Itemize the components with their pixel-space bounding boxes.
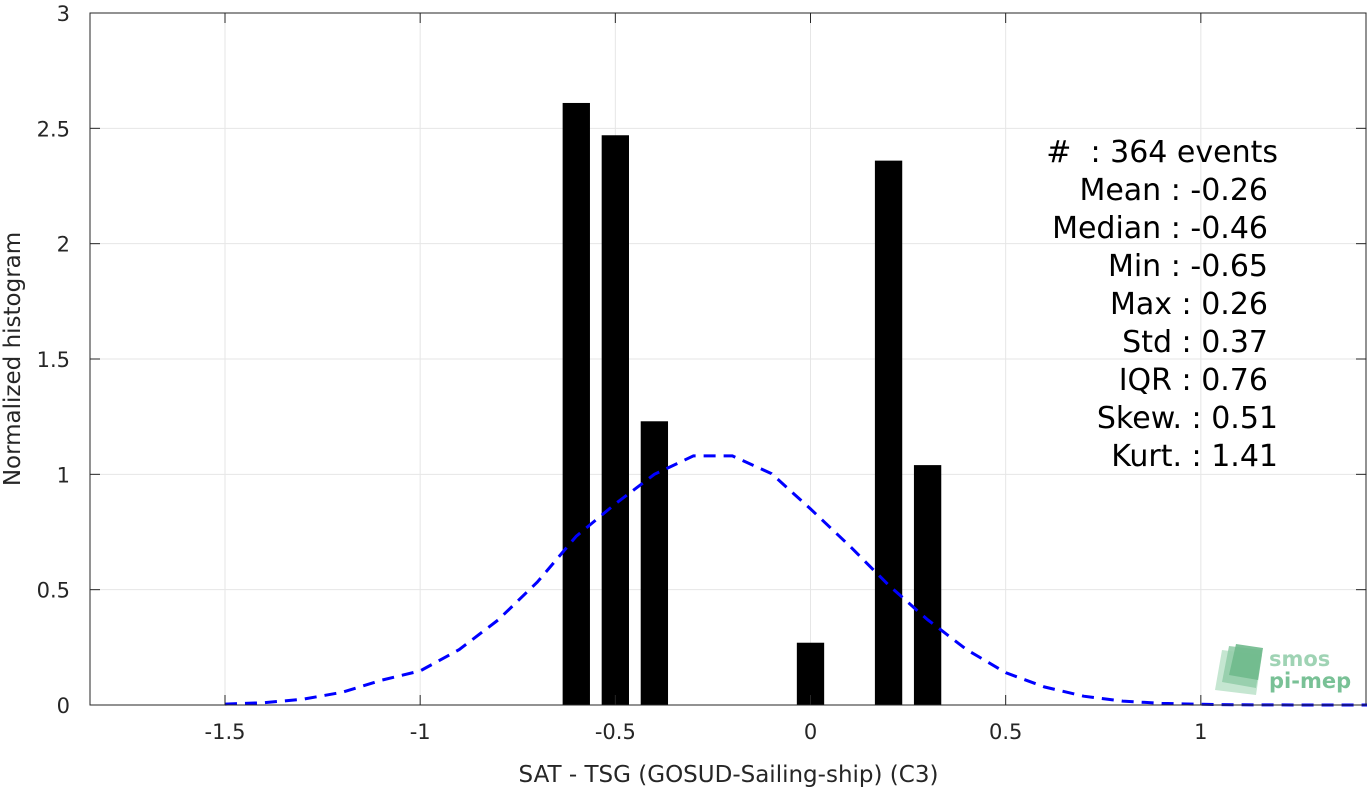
logo-text-smos: smos xyxy=(1269,647,1330,671)
x-tick-label: -1 xyxy=(410,720,431,744)
stats-line: Min : -0.65 xyxy=(1108,249,1268,284)
stats-line: IQR : 0.76 xyxy=(1119,363,1268,398)
y-axis-label: Normalized histogram xyxy=(0,232,26,486)
histogram-bar xyxy=(562,102,590,705)
x-tick-label: -1.5 xyxy=(205,720,246,744)
y-tick-label: 0.5 xyxy=(37,579,70,603)
histogram-bar xyxy=(601,135,629,706)
y-axis-ticks: 0 0.5 1 1.5 2 2.5 3 xyxy=(37,2,1366,718)
y-tick-label: 2 xyxy=(57,233,70,257)
stats-line: Kurt. : 1.41 xyxy=(1111,439,1278,474)
histogram-bar xyxy=(796,642,825,705)
x-tick-label: 0 xyxy=(804,720,817,744)
x-axis-label: SAT - TSG (GOSUD-Sailing-ship) (C3) xyxy=(519,762,939,787)
smos-pi-mep-logo: smos pi-mep xyxy=(1215,644,1351,695)
stats-line: Max : 0.26 xyxy=(1110,287,1268,322)
stats-line: Skew. : 0.51 xyxy=(1097,401,1278,436)
stats-line: Median : -0.46 xyxy=(1052,211,1268,246)
stats-line: Mean : -0.26 xyxy=(1079,173,1268,208)
histogram-bar xyxy=(874,160,903,706)
histogram-bars xyxy=(562,102,942,706)
y-tick-label: 1.5 xyxy=(37,348,70,372)
y-tick-label: 3 xyxy=(57,2,70,26)
y-tick-label: 2.5 xyxy=(37,117,70,141)
histogram-bar xyxy=(640,421,669,705)
y-tick-label: 1 xyxy=(57,463,70,487)
logo-text-pi-mep: pi-mep xyxy=(1269,669,1351,693)
stats-line: # : 364 events xyxy=(1046,135,1278,170)
x-axis-ticks: -1.5-1-0.500.511.5 xyxy=(205,13,1208,744)
x-tick-label: 0.5 xyxy=(989,720,1022,744)
x-tick-label: 1 xyxy=(1194,720,1207,744)
x-tick-label: -0.5 xyxy=(595,720,636,744)
logo-mark-icon xyxy=(1215,644,1263,695)
stats-line: Std : 0.37 xyxy=(1122,325,1268,360)
y-tick-label: 0 xyxy=(57,694,70,718)
normal-fit-curve xyxy=(224,454,1367,707)
histogram-bar xyxy=(913,465,942,705)
